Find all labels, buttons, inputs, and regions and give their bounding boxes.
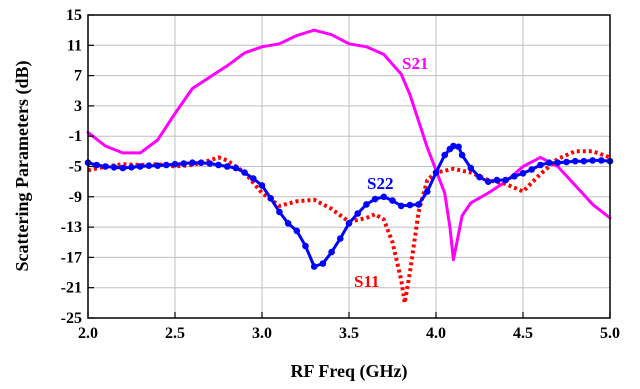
y-tick-label: -17 bbox=[61, 249, 82, 266]
series-layer bbox=[84, 28, 614, 305]
point-s22 bbox=[554, 159, 562, 166]
point-s22 bbox=[241, 169, 248, 176]
series-label-s21: S21 bbox=[402, 54, 428, 73]
point-s22 bbox=[302, 242, 309, 250]
point-s22 bbox=[310, 263, 318, 270]
point-s22 bbox=[258, 182, 266, 189]
point-s22 bbox=[163, 161, 170, 169]
point-s22 bbox=[180, 160, 187, 167]
x-tick-label: 4.0 bbox=[426, 325, 446, 342]
point-s22 bbox=[371, 195, 379, 203]
point-s22 bbox=[145, 162, 153, 169]
point-s22 bbox=[519, 170, 527, 177]
point-s22 bbox=[110, 164, 118, 171]
point-s22 bbox=[206, 160, 214, 167]
point-s22 bbox=[424, 188, 431, 195]
point-s22 bbox=[128, 164, 135, 171]
point-s22 bbox=[502, 176, 509, 184]
y-tick-label: -13 bbox=[61, 219, 82, 236]
point-s22 bbox=[571, 157, 579, 165]
y-tick-label: 11 bbox=[67, 37, 82, 54]
point-s22 bbox=[545, 159, 553, 166]
point-s22 bbox=[397, 202, 405, 210]
point-s22 bbox=[455, 143, 462, 151]
point-s22 bbox=[154, 162, 161, 169]
y-tick-label: -5 bbox=[69, 159, 82, 176]
point-s22 bbox=[119, 164, 127, 172]
point-s22 bbox=[102, 163, 109, 170]
point-s22 bbox=[293, 227, 301, 235]
point-s22 bbox=[589, 157, 596, 164]
y-tick-label: -21 bbox=[61, 280, 82, 297]
point-s22 bbox=[250, 175, 257, 182]
point-s22 bbox=[93, 161, 100, 169]
x-tick-label: 2.0 bbox=[78, 325, 98, 342]
point-s22 bbox=[528, 166, 535, 173]
point-s22 bbox=[406, 201, 414, 209]
point-s22 bbox=[389, 197, 396, 204]
y-tick-label: -1 bbox=[69, 128, 82, 145]
point-s22 bbox=[345, 220, 353, 227]
point-s22 bbox=[267, 195, 275, 202]
point-s22 bbox=[476, 173, 483, 181]
point-s22 bbox=[450, 142, 457, 150]
ticks: 2.0 2.5 3.0 3.5 4.0 4.5 5.0 15 11 7 3 -1 -5 -9 -13 -17 -… bbox=[61, 7, 620, 342]
point-s22 bbox=[215, 161, 222, 169]
point-s22 bbox=[189, 159, 196, 166]
point-s22 bbox=[197, 159, 205, 166]
point-s22 bbox=[598, 157, 605, 164]
point-s22 bbox=[328, 248, 335, 256]
point-s22 bbox=[467, 164, 475, 172]
point-s22 bbox=[232, 164, 240, 172]
x-axis-title: RF Freq (GHz) bbox=[291, 361, 408, 382]
point-s22 bbox=[458, 151, 466, 159]
y-axis-title: Scattering Parameters (dB) bbox=[12, 61, 33, 272]
point-s22 bbox=[493, 176, 501, 184]
point-s22 bbox=[337, 235, 344, 242]
point-s22 bbox=[319, 260, 327, 267]
point-s22 bbox=[276, 208, 283, 216]
point-s22 bbox=[441, 151, 449, 159]
point-s22 bbox=[354, 210, 362, 217]
y-tick-label: 15 bbox=[66, 7, 82, 24]
x-tick-label: 2.5 bbox=[165, 325, 185, 342]
y-tick-label: 7 bbox=[74, 68, 82, 85]
y-tick-label: -25 bbox=[61, 310, 82, 327]
series-label-s22: S22 bbox=[367, 174, 393, 193]
x-tick-label: 4.5 bbox=[513, 325, 533, 342]
y-tick-label: -9 bbox=[69, 189, 82, 206]
point-s22 bbox=[136, 163, 144, 170]
point-s22 bbox=[484, 178, 492, 185]
x-tick-label: 3.0 bbox=[252, 325, 272, 342]
point-s22 bbox=[223, 163, 231, 170]
point-s22 bbox=[432, 169, 440, 176]
y-tick-label: 3 bbox=[74, 98, 82, 115]
series-line-s11 bbox=[87, 149, 611, 305]
point-s22 bbox=[415, 201, 422, 208]
point-s22 bbox=[363, 201, 370, 208]
point-s22 bbox=[171, 160, 179, 168]
point-s22 bbox=[511, 173, 518, 180]
point-s22 bbox=[537, 161, 544, 169]
series-label-s11: S11 bbox=[354, 272, 380, 291]
point-s22 bbox=[284, 220, 292, 227]
x-tick-label: 5.0 bbox=[600, 325, 620, 342]
x-tick-label: 3.5 bbox=[339, 325, 359, 342]
point-s22 bbox=[380, 193, 388, 201]
point-s22 bbox=[563, 158, 570, 166]
point-s22 bbox=[580, 157, 588, 165]
